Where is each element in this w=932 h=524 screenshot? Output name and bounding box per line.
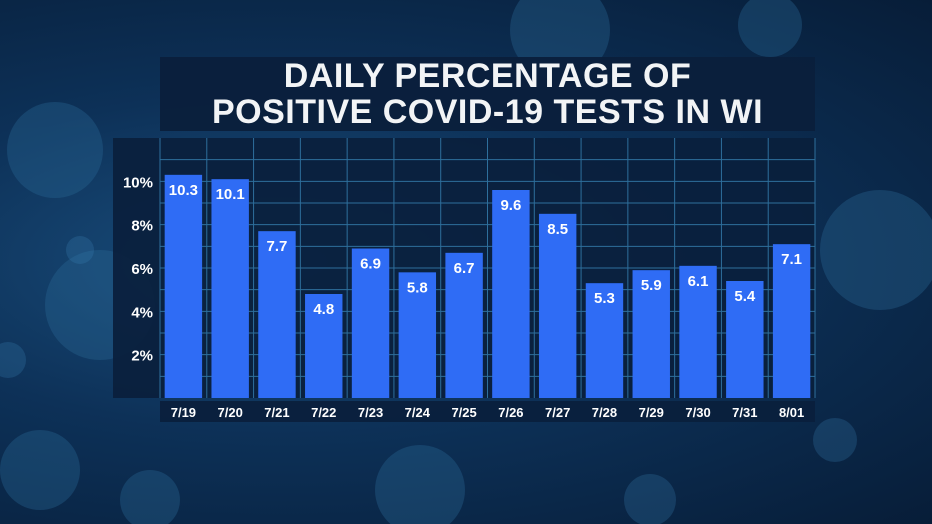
bar xyxy=(632,270,670,398)
title-panel: DAILY PERCENTAGE OF POSITIVE COVID-19 TE… xyxy=(160,57,815,131)
bar-value-label: 7.7 xyxy=(267,238,288,255)
bar xyxy=(726,281,764,398)
x-tick-label: 8/01 xyxy=(779,405,804,420)
bar-value-label: 4.8 xyxy=(313,301,334,318)
x-tick-label: 7/25 xyxy=(451,405,476,420)
x-tick-label: 7/27 xyxy=(545,405,570,420)
x-tick-label: 7/30 xyxy=(685,405,710,420)
y-tick-label: 2% xyxy=(131,348,153,365)
bar xyxy=(164,174,203,398)
bar-value-label: 7.1 xyxy=(781,251,802,268)
y-tick-label: 6% xyxy=(131,261,153,278)
bar xyxy=(351,248,390,398)
x-tick-label: 7/23 xyxy=(358,405,383,420)
bar xyxy=(679,265,717,398)
bar-value-label: 8.5 xyxy=(547,221,568,238)
bar-value-label: 6.1 xyxy=(688,273,709,290)
bar xyxy=(538,213,577,398)
bar-value-label: 5.9 xyxy=(641,277,662,294)
x-tick-label: 7/20 xyxy=(218,405,243,420)
bar xyxy=(211,179,249,398)
bar-value-label: 5.3 xyxy=(594,290,615,307)
x-tick-label: 7/26 xyxy=(498,405,523,420)
x-tick-label: 7/28 xyxy=(592,405,617,420)
chart-title-line-2: POSITIVE COVID-19 TESTS IN WI xyxy=(211,93,764,131)
x-tick-label: 7/24 xyxy=(405,405,431,420)
chart-title-line-1: DAILY PERCENTAGE OF xyxy=(283,57,692,95)
x-axis-panel xyxy=(160,401,815,422)
bar-value-label: 5.8 xyxy=(407,279,428,296)
y-tick-label: 10% xyxy=(123,174,153,191)
y-tick-label: 4% xyxy=(131,304,153,321)
x-tick-label: 7/31 xyxy=(732,405,757,420)
bar-value-label: 9.6 xyxy=(500,197,521,214)
bar-value-label: 6.7 xyxy=(454,260,475,277)
bar xyxy=(492,190,530,398)
bar xyxy=(772,244,811,398)
bar xyxy=(445,252,483,398)
x-tick-label: 7/22 xyxy=(311,405,336,420)
bar-value-label: 5.4 xyxy=(734,288,756,305)
bar-value-label: 6.9 xyxy=(360,256,381,273)
bar xyxy=(585,283,624,398)
bar-value-label: 10.3 xyxy=(169,182,198,199)
x-tick-label: 7/29 xyxy=(639,405,664,420)
bar xyxy=(398,272,437,398)
bar xyxy=(305,294,343,398)
bar-value-label: 10.1 xyxy=(216,186,245,203)
x-tick-label: 7/21 xyxy=(264,405,289,420)
x-tick-label: 7/19 xyxy=(171,405,196,420)
bar xyxy=(258,231,296,398)
y-tick-label: 8% xyxy=(131,218,153,235)
